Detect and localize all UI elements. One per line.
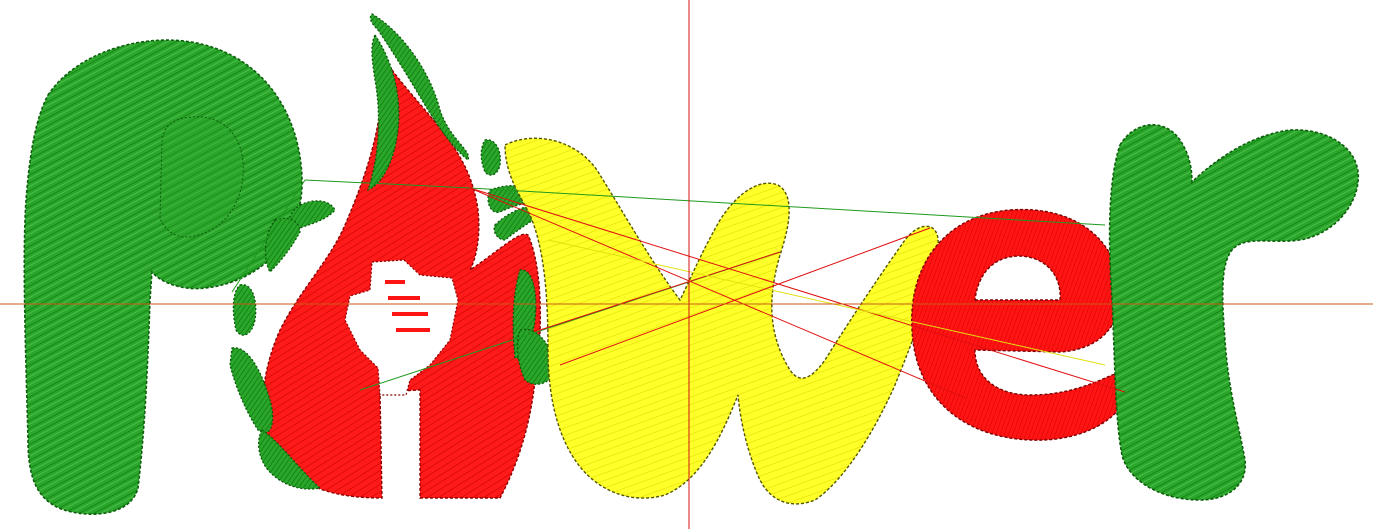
letter-w[interactable] [504, 137, 939, 505]
flame-leaf-right4 [516, 328, 559, 385]
raised-fist-icon [344, 259, 459, 396]
letter-p[interactable] [23, 39, 303, 515]
flame-leaf-mid [480, 139, 501, 176]
flame-tip-top [369, 13, 470, 162]
flame-leaf-left5 [257, 429, 322, 490]
letter-e[interactable] [911, 208, 1130, 441]
jump-stitches [231, 179, 1126, 399]
flame-accents[interactable] [229, 13, 562, 490]
flame-leaf-left1 [287, 200, 336, 233]
flame-leaf-left3 [232, 284, 257, 336]
flame-leaf-left2 [264, 217, 301, 274]
flame-icon[interactable] [262, 68, 542, 499]
flame-leaf-left4 [229, 347, 274, 434]
letter-r[interactable] [1108, 124, 1360, 501]
flame-tip-left-top [366, 33, 400, 192]
